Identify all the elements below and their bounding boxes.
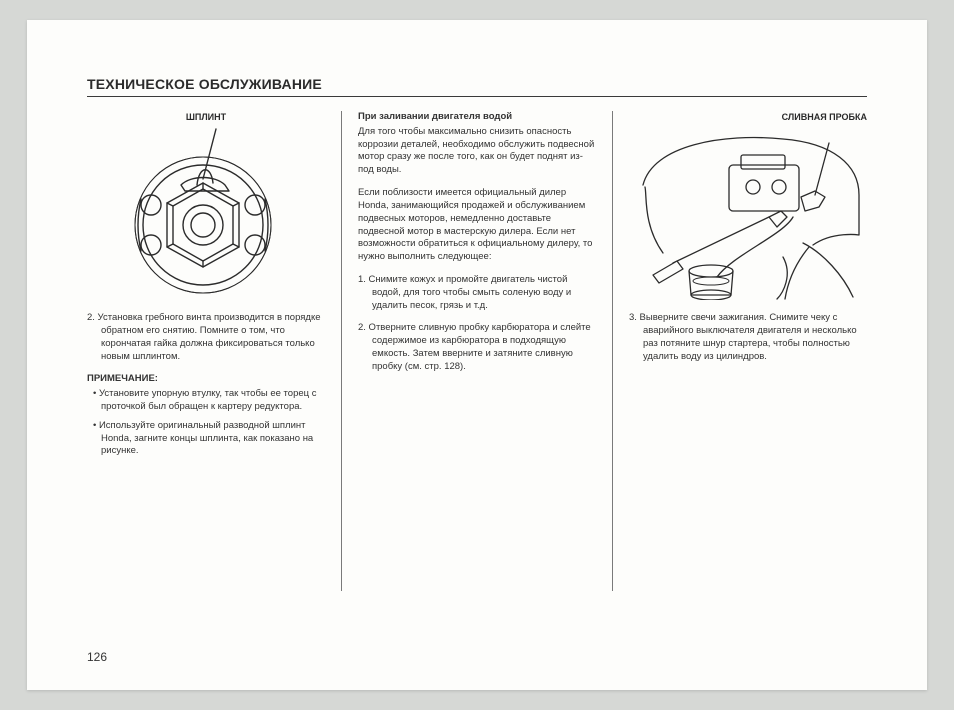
figure-prop-nut — [87, 125, 325, 300]
callout-drain-plug: СЛИВНАЯ ПРОБКА — [629, 111, 867, 123]
manual-page: ТЕХНИЧЕСКОЕ ОБСЛУЖИВАНИЕ ШПЛИНТ — [27, 20, 927, 690]
col-right: СЛИВНАЯ ПРОБКА — [613, 111, 867, 591]
col-mid: При заливании двигателя водой Для того ч… — [341, 111, 613, 591]
col-left: ШПЛИНТ — [87, 111, 341, 591]
para: Для того чтобы максимально снизить опасн… — [358, 126, 596, 177]
rule — [87, 96, 867, 97]
columns: ШПЛИНТ — [87, 111, 867, 591]
step-2b: 2. Отверните сливную пробку карбюратора … — [358, 322, 596, 373]
para: Если поблизости имеется официальный диле… — [358, 187, 596, 264]
figure-carb-drain — [629, 125, 867, 300]
step-1: 1. Снимите кожух и промойте двигатель чи… — [358, 274, 596, 312]
page-title: ТЕХНИЧЕСКОЕ ОБСЛУЖИВАНИЕ — [87, 76, 867, 96]
note-heading: ПРИМЕЧАНИЕ: — [87, 373, 325, 386]
note-item: Используйте оригинальный разводной шплин… — [93, 420, 325, 458]
note-list: Установите упорную втулку, так чтобы ее … — [87, 388, 325, 458]
step-2: 2. Установка гребного винта производится… — [87, 312, 325, 363]
subhead-submerged: При заливании двигателя водой — [358, 111, 596, 124]
note-item: Установите упорную втулку, так чтобы ее … — [93, 388, 325, 414]
callout-cotter-pin: ШПЛИНТ — [87, 111, 325, 123]
page-number: 126 — [87, 650, 107, 664]
step-3: 3. Выверните свечи зажигания. Снимите че… — [629, 312, 867, 363]
